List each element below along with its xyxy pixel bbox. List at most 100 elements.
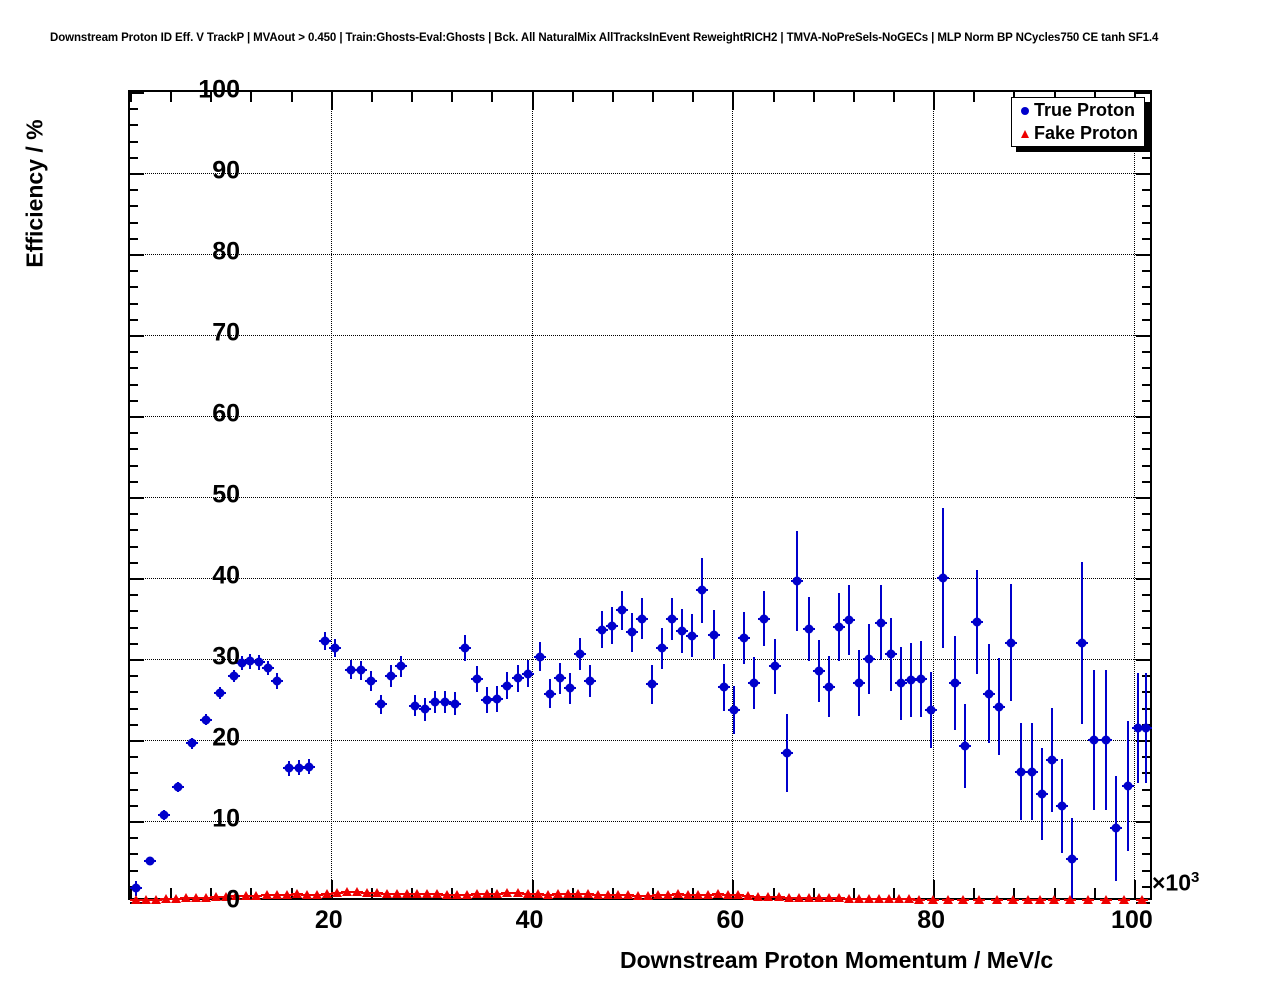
y-axis-title: Efficiency / % <box>21 119 48 268</box>
data-point-circle-icon <box>376 699 386 709</box>
y-tick-minor <box>1142 205 1150 208</box>
y-tick-minor <box>130 237 138 240</box>
x-tick-minor <box>370 92 373 102</box>
data-point-circle-icon <box>1057 801 1067 811</box>
y-tick-minor <box>130 367 138 370</box>
x-tick-major <box>330 92 333 110</box>
data-point-triangle-icon <box>251 890 262 900</box>
data-point-triangle-icon <box>1008 894 1019 904</box>
x-tick-minor <box>772 92 775 102</box>
y-axis-tick-label: 80 <box>212 237 240 266</box>
x-tick-minor <box>692 92 695 102</box>
data-point-circle-icon <box>575 649 585 659</box>
x-tick-minor <box>1093 888 1096 898</box>
y-tick-minor <box>130 108 138 111</box>
data-point-circle-icon <box>386 671 396 681</box>
legend-entry[interactable]: True Proton <box>1016 100 1135 121</box>
data-point-circle-icon <box>396 661 406 671</box>
data-point-circle-icon <box>420 704 430 714</box>
data-point-circle-icon <box>697 585 707 595</box>
y-tick-minor <box>130 124 138 127</box>
x-tick-minor <box>170 888 173 898</box>
y-tick-minor <box>130 464 138 467</box>
legend-entry[interactable]: Fake Proton <box>1016 123 1138 144</box>
y-axis-tick-label: 90 <box>212 156 240 185</box>
y-tick-minor <box>130 723 138 726</box>
data-point-circle-icon <box>159 810 169 820</box>
data-point-triangle-icon <box>1048 895 1059 905</box>
x-tick-minor <box>652 92 655 102</box>
data-point-circle-icon <box>366 676 376 686</box>
x-tick-minor <box>611 888 614 898</box>
y-tick-major <box>130 821 144 823</box>
x-tick-minor <box>250 92 253 102</box>
data-point-circle-icon <box>492 694 502 704</box>
x-tick-major <box>330 880 333 898</box>
data-point-triangle-icon <box>351 886 362 896</box>
y-tick-minor <box>1142 156 1150 159</box>
x-tick-major <box>531 92 534 110</box>
data-point-triangle-icon <box>733 890 744 900</box>
y-tick-minor <box>130 545 138 548</box>
y-axis-tick-label: 100 <box>198 75 240 104</box>
data-point-triangle-icon <box>161 894 172 904</box>
data-point-triangle-icon <box>402 888 413 898</box>
y-tick-major <box>1136 254 1150 256</box>
y-tick-minor <box>130 529 138 532</box>
data-point-circle-icon <box>687 631 697 640</box>
data-point-triangle-icon <box>653 890 664 900</box>
legend-glyph <box>1021 106 1029 115</box>
x-tick-major <box>1133 880 1136 898</box>
data-point-circle-icon <box>916 674 926 684</box>
x-tick-minor <box>772 888 775 898</box>
x-tick-major <box>732 880 735 898</box>
y-axis-tick-label: 20 <box>212 723 240 752</box>
data-point-triangle-icon <box>693 890 704 900</box>
y-tick-major <box>1136 92 1150 94</box>
data-point-triangle-icon <box>1022 894 1033 904</box>
data-point-circle-icon <box>994 702 1004 712</box>
x-tick-minor <box>973 888 976 898</box>
data-point-triangle-icon <box>1136 895 1147 905</box>
data-point-triangle-icon <box>663 889 674 899</box>
data-point-triangle-icon <box>151 894 162 904</box>
y-tick-major <box>130 578 144 580</box>
gridline-horizontal <box>130 497 1150 498</box>
x-axis-tick-label: 80 <box>917 906 946 934</box>
gridline-vertical <box>732 92 734 898</box>
y-tick-minor <box>130 642 138 645</box>
data-point-circle-icon <box>555 673 565 683</box>
y-tick-major <box>1136 173 1150 175</box>
data-point-triangle-icon <box>382 888 392 898</box>
y-tick-minor <box>130 432 138 435</box>
legend-glyph <box>1021 129 1029 138</box>
data-point-circle-icon <box>1016 767 1026 777</box>
x-tick-minor <box>210 888 213 898</box>
x-tick-minor <box>973 92 976 102</box>
data-point-circle-icon <box>597 625 607 635</box>
data-point-triangle-icon <box>853 893 864 903</box>
data-point-triangle-icon <box>943 894 954 904</box>
x-tick-minor <box>852 888 855 898</box>
y-axis-tick-label: 60 <box>212 399 240 428</box>
data-point-triangle-icon <box>201 892 212 902</box>
x-tick-minor <box>411 92 414 102</box>
page-title: Downstream Proton ID Eff. V TrackP | MVA… <box>50 32 1159 44</box>
y-tick-minor <box>1142 480 1150 483</box>
y-tick-minor <box>1142 788 1150 791</box>
data-point-triangle-icon <box>643 890 654 900</box>
data-point-triangle-icon <box>873 893 884 903</box>
data-point-circle-icon <box>1067 854 1077 864</box>
y-tick-minor <box>130 610 138 613</box>
data-point-circle-icon <box>938 573 948 583</box>
data-point-circle-icon <box>864 654 874 664</box>
gridline-horizontal <box>130 740 1150 741</box>
y-tick-major <box>1136 578 1150 580</box>
y-tick-minor <box>130 383 138 386</box>
x-tick-minor <box>491 92 494 102</box>
x-tick-minor <box>892 888 895 898</box>
y-tick-minor <box>1142 885 1150 888</box>
y-tick-minor <box>130 302 138 305</box>
data-point-circle-icon <box>854 678 864 688</box>
legend-box[interactable]: True Proton Fake Proton <box>1011 97 1145 147</box>
